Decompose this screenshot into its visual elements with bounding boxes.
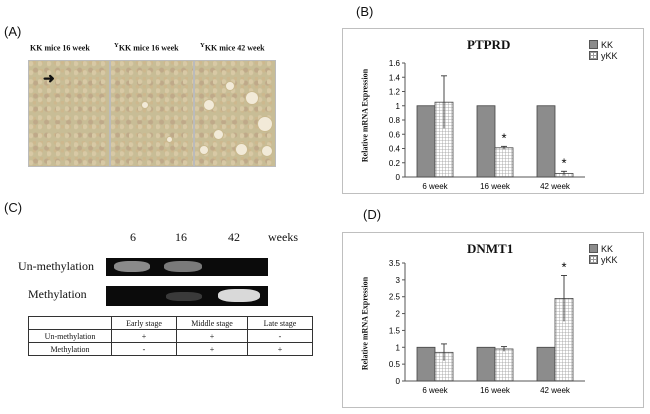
table-cell: Methylation bbox=[28, 342, 112, 356]
panel-label-c: (C) bbox=[4, 200, 23, 215]
legend-label-kk: KK bbox=[601, 39, 614, 50]
y-tick-label: 1 bbox=[396, 102, 401, 111]
legend-label-kk: KK bbox=[601, 243, 614, 254]
gel-weeks-unit: weeks bbox=[268, 230, 298, 244]
micrograph-title-2: YKK mice 16 week bbox=[114, 42, 179, 53]
y-tick-label: 1 bbox=[396, 343, 401, 352]
y-tick-label: 2.5 bbox=[389, 293, 401, 302]
x-tick-label: 42 week bbox=[540, 182, 571, 191]
y-tick-label: 3 bbox=[396, 276, 401, 285]
y-tick-label: 3.5 bbox=[389, 259, 401, 268]
x-tick-label: 42 week bbox=[540, 386, 571, 395]
table-cell: Un-methylation bbox=[28, 329, 112, 343]
x-tick-label: 16 week bbox=[480, 182, 511, 191]
bar-kk-6-week bbox=[416, 346, 436, 382]
micrograph-ykk-16w bbox=[110, 60, 194, 167]
gel-unmethylation-strip bbox=[106, 258, 268, 276]
y-tick-label: 0 bbox=[396, 173, 401, 182]
x-tick-label: 6 week bbox=[422, 182, 448, 191]
micrograph-ykk-42w bbox=[194, 60, 276, 167]
table-cell: + bbox=[176, 329, 248, 343]
significance-asterisk: * bbox=[561, 259, 566, 274]
panel-label-d: (D) bbox=[363, 207, 382, 222]
gel-methylation-strip bbox=[106, 286, 268, 306]
methylation-table: Early stage Middle stage Late stage Un-m… bbox=[28, 316, 313, 356]
table-header-row: Early stage Middle stage Late stage bbox=[28, 316, 313, 330]
table-header-cell bbox=[28, 316, 112, 330]
y-tick-label: 0.4 bbox=[389, 145, 401, 154]
legend-ptprd: KK yKK bbox=[589, 39, 618, 61]
legend-swatch-kk bbox=[589, 40, 598, 49]
chart-dnmt1: 0 0.5 1 1.5 2 2.5 3 3.5 6 week 16 week 42 week * bbox=[389, 259, 585, 395]
y-tick-label: 1.4 bbox=[389, 73, 401, 82]
bar-kk-6-week bbox=[416, 105, 436, 178]
bar-kk-42-week bbox=[536, 346, 556, 382]
gel-week-6: 6 bbox=[130, 230, 136, 244]
gel-row-label-methylation: Methylation bbox=[28, 287, 87, 301]
band-unmeth-16w bbox=[164, 261, 202, 272]
bar-ykk-16-week bbox=[494, 147, 514, 178]
x-tick-label: 6 week bbox=[422, 386, 448, 395]
y-tick-label: 1.5 bbox=[389, 326, 401, 335]
table-cell: + bbox=[176, 342, 248, 356]
table-header-cell: Middle stage bbox=[176, 316, 248, 330]
y-tick-label: 1.6 bbox=[389, 59, 401, 68]
band-meth-16w bbox=[166, 292, 202, 301]
chart-panel-ptprd: 0 0.2 0.4 0.6 0.8 1 1.2 1.4 1.6 6 week 16 week * 42 … bbox=[342, 28, 644, 194]
y-tick-label: 1.2 bbox=[389, 88, 401, 97]
band-meth-42w bbox=[218, 289, 260, 302]
y-tick-label: 0.8 bbox=[389, 116, 401, 125]
chart-panel-dnmt1: 0 0.5 1 1.5 2 2.5 3 3.5 6 week 16 week 42 week * DN… bbox=[342, 232, 644, 408]
y-axis-title-ptprd: Relative mRNA Expression bbox=[360, 68, 370, 163]
y-tick-label: 0.6 bbox=[389, 130, 401, 139]
bar-kk-16-week bbox=[476, 105, 496, 178]
legend-swatch-kk bbox=[589, 244, 598, 253]
legend-swatch-ykk bbox=[589, 51, 598, 60]
gel-row-label-unmethylation: Un-methylation bbox=[18, 259, 94, 273]
micrograph-title-1: KK mice 16 week bbox=[30, 43, 90, 53]
table-header-cell: Late stage bbox=[247, 316, 313, 330]
chart-title-ptprd: PTPRD bbox=[467, 37, 511, 52]
significance-asterisk: * bbox=[561, 155, 566, 170]
table-header-cell: Early stage bbox=[111, 316, 177, 330]
y-tick-label: 0.2 bbox=[389, 159, 401, 168]
bar-ykk-16-week bbox=[494, 348, 514, 382]
bar-kk-42-week bbox=[536, 105, 556, 178]
y-axis-title-dnmt1: Relative mRNA Expression bbox=[360, 276, 370, 371]
panel-label-a: (A) bbox=[4, 24, 22, 39]
table-cell: - bbox=[111, 342, 177, 356]
arrow-icon: ➜ bbox=[43, 72, 55, 87]
gel-week-16: 16 bbox=[175, 230, 187, 244]
micrograph-title-3: YKK mice 42 week bbox=[200, 42, 265, 53]
y-tick-label: 0 bbox=[396, 377, 401, 386]
table-row: Methylation - + + bbox=[28, 342, 313, 356]
legend-swatch-ykk bbox=[589, 255, 598, 264]
legend-dnmt1: KK yKK bbox=[589, 243, 618, 265]
table-row: Un-methylation + + - bbox=[28, 329, 313, 343]
micrograph-kk-16w: ➜ bbox=[28, 60, 110, 167]
table-cell: - bbox=[247, 329, 313, 343]
y-tick-label: 2 bbox=[396, 310, 401, 319]
significance-asterisk: * bbox=[501, 130, 506, 145]
table-cell: + bbox=[111, 329, 177, 343]
table-cell: + bbox=[247, 342, 313, 356]
bar-kk-16-week bbox=[476, 346, 496, 382]
gel-week-42: 42 bbox=[228, 230, 240, 244]
band-unmeth-6w bbox=[114, 261, 150, 272]
y-tick-label: 0.5 bbox=[389, 360, 401, 369]
legend-label-ykk: yKK bbox=[601, 254, 618, 265]
legend-label-ykk: yKK bbox=[601, 50, 618, 61]
x-tick-label: 16 week bbox=[480, 386, 511, 395]
panel-label-b: (B) bbox=[356, 4, 374, 19]
chart-title-dnmt1: DNMT1 bbox=[467, 241, 514, 256]
chart-ptprd: 0 0.2 0.4 0.6 0.8 1 1.2 1.4 1.6 6 week 16 week * 42 … bbox=[389, 59, 585, 191]
